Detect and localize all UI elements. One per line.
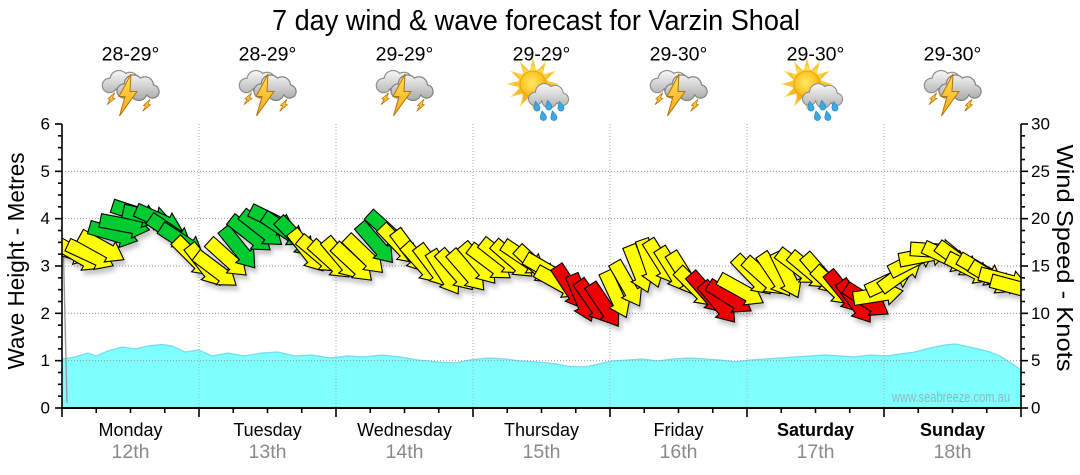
svg-text:12th: 12th bbox=[112, 441, 150, 463]
svg-text:10: 10 bbox=[1031, 304, 1050, 323]
svg-text:Saturday: Saturday bbox=[777, 420, 854, 440]
svg-text:17th: 17th bbox=[797, 441, 835, 463]
svg-text:Friday: Friday bbox=[653, 420, 703, 440]
svg-text:Wind Speed - Knots: Wind Speed - Knots bbox=[1052, 145, 1078, 372]
svg-text:7 day wind & wave forecast for: 7 day wind & wave forecast for Varzin Sh… bbox=[272, 5, 800, 37]
svg-text:1: 1 bbox=[41, 351, 50, 370]
svg-text:Sunday: Sunday bbox=[920, 420, 985, 440]
svg-text:3: 3 bbox=[41, 257, 50, 276]
svg-text:6: 6 bbox=[41, 115, 50, 134]
svg-text:14th: 14th bbox=[386, 441, 424, 463]
svg-text:16th: 16th bbox=[660, 441, 698, 463]
svg-text:Wave Height - Metres: Wave Height - Metres bbox=[3, 153, 29, 370]
svg-text:28-29°: 28-29° bbox=[239, 43, 297, 65]
svg-text:29-29°: 29-29° bbox=[376, 43, 434, 65]
svg-text:28-29°: 28-29° bbox=[102, 43, 160, 65]
svg-text:5: 5 bbox=[41, 162, 50, 181]
svg-text:29-30°: 29-30° bbox=[787, 43, 845, 65]
svg-text:30: 30 bbox=[1031, 115, 1050, 134]
svg-text:Wednesday: Wednesday bbox=[357, 420, 452, 440]
svg-text:Thursday: Thursday bbox=[504, 420, 579, 440]
svg-text:25: 25 bbox=[1031, 162, 1050, 181]
svg-text:4: 4 bbox=[41, 209, 50, 228]
svg-text:15th: 15th bbox=[523, 441, 561, 463]
svg-text:www.seabreeze.com.au: www.seabreeze.com.au bbox=[891, 389, 1010, 406]
svg-text:0: 0 bbox=[41, 399, 50, 418]
svg-text:29-29°: 29-29° bbox=[513, 43, 571, 65]
svg-text:20: 20 bbox=[1031, 209, 1050, 228]
svg-text:2: 2 bbox=[41, 304, 50, 323]
svg-text:Monday: Monday bbox=[98, 420, 162, 440]
svg-text:18th: 18th bbox=[934, 441, 972, 463]
svg-text:29-30°: 29-30° bbox=[650, 43, 708, 65]
svg-text:15: 15 bbox=[1031, 257, 1050, 276]
svg-text:Tuesday: Tuesday bbox=[233, 420, 301, 440]
svg-text:5: 5 bbox=[1031, 351, 1040, 370]
svg-text:13th: 13th bbox=[249, 441, 287, 463]
svg-text:0: 0 bbox=[1031, 399, 1040, 418]
svg-text:29-30°: 29-30° bbox=[924, 43, 982, 65]
